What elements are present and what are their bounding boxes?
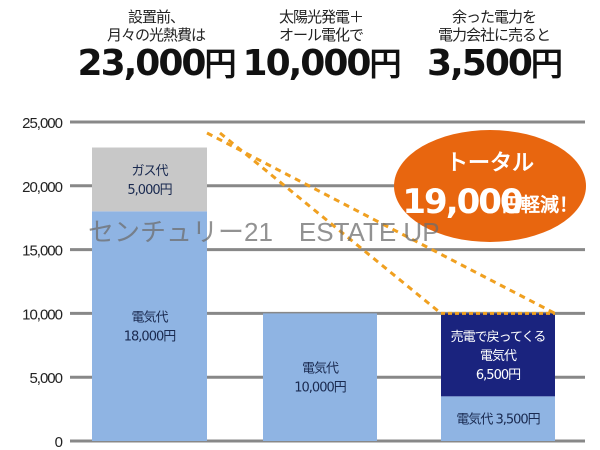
bar-segment-label: 電気代 <box>302 361 339 377</box>
bar-segment-electricity <box>92 211 207 441</box>
bar-segment-label: 6,500円 <box>476 368 520 383</box>
bar-segment-label: 電気代 3,500円 <box>456 412 539 428</box>
bar-segment-label: 18,000円 <box>124 330 176 345</box>
bar-segment-sold <box>441 313 555 397</box>
header-caption: 電力会社に売ると <box>437 26 551 44</box>
bar-segment-electricity <box>263 313 377 441</box>
header-solar: 太陽光発電＋ オール電化で 10,000円 <box>231 8 411 84</box>
y-tick-label: 10,000 <box>22 306 63 323</box>
y-tick-label: 5,000 <box>29 370 62 387</box>
bar-segment-label: 売電で戻ってくる <box>451 329 546 345</box>
dashed-connector <box>219 131 442 315</box>
header-amount: 23,000円 <box>77 43 237 84</box>
bar-segment-label: 10,000円 <box>294 381 346 396</box>
header-caption: 太陽光発電＋ <box>278 8 364 26</box>
header-caption: 余った電力を <box>451 8 537 26</box>
header-sell: 余った電力を 電力会社に売ると 3,500円 <box>404 8 584 84</box>
watermark: センチュリー21 ESTATE UP <box>88 217 440 247</box>
y-tick-label: 20,000 <box>22 179 63 196</box>
header-amount: 10,000円 <box>242 43 402 84</box>
callout-title: トータル <box>446 151 534 176</box>
savings-callout <box>394 130 586 242</box>
header-caption: オール電化で <box>278 26 364 44</box>
y-tick-label: 0 <box>55 434 63 450</box>
y-tick-label: 25,000 <box>22 115 63 132</box>
bar-segment-label: 電気代 <box>480 348 517 364</box>
y-tick-label: 15,000 <box>22 243 63 260</box>
header-amount: 3,500円 <box>427 43 563 84</box>
header-caption: 月々の光熱費は <box>106 26 206 44</box>
header-before: 設置前、 月々の光熱費は 23,000円 <box>66 8 246 84</box>
bar-segment-label: ガス代 <box>131 164 168 179</box>
bar-segment-gas <box>92 147 207 212</box>
bar-segment-electricity <box>441 396 555 441</box>
callout-suffix: 円軽減！ <box>502 193 578 216</box>
header-caption: 設置前、 <box>127 8 185 26</box>
callout-amount: 19,000 <box>402 182 523 222</box>
bar-segment-label: 電気代 <box>131 310 168 326</box>
bar-segment-label: 5,000円 <box>127 183 171 198</box>
